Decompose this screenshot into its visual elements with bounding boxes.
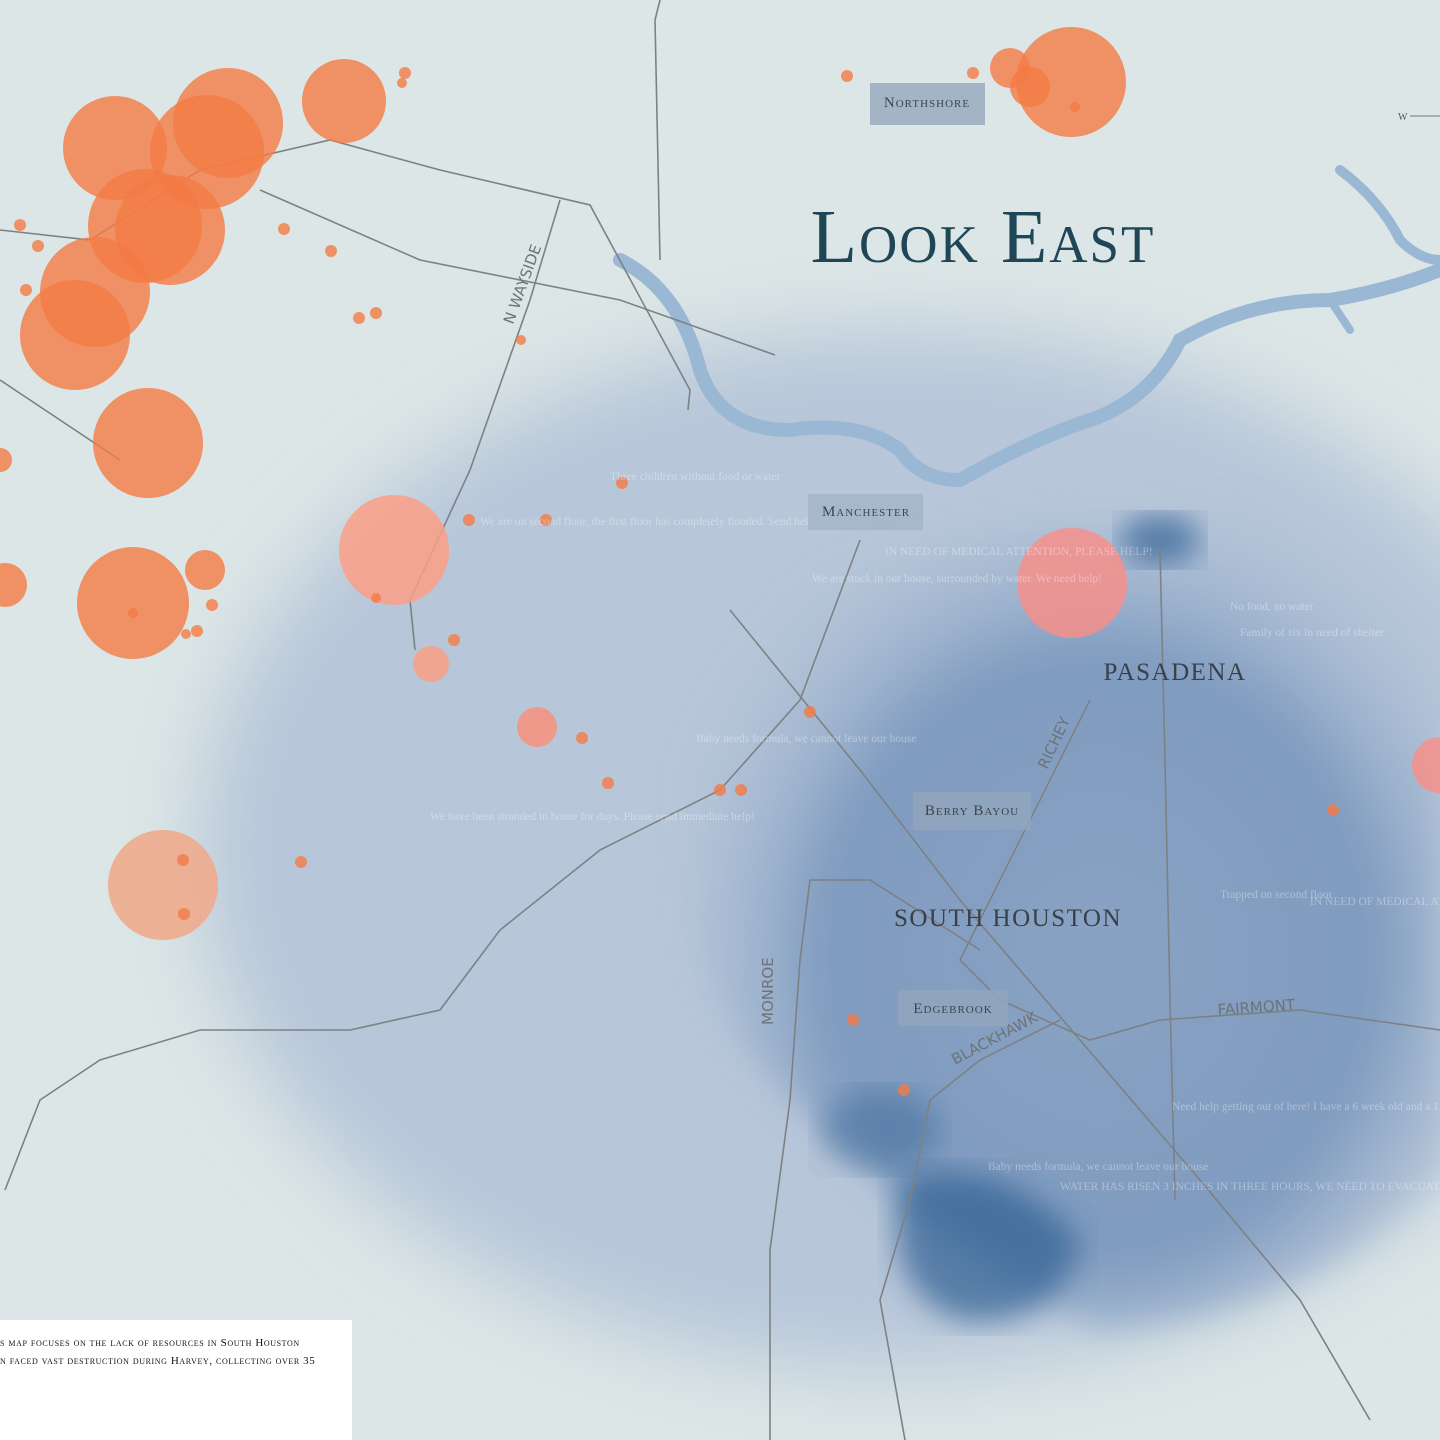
message: WATER HAS RISEN 3 INCHES IN THREE HOURS,… xyxy=(1060,1181,1440,1193)
title: Look East xyxy=(811,195,1156,279)
place-label: South Houston xyxy=(894,905,1122,932)
message: Trapped on second floor xyxy=(1220,889,1332,901)
message: Family of six in need of shelter xyxy=(1240,627,1384,639)
label-box xyxy=(870,83,985,125)
flood-watercolor xyxy=(200,330,1440,1370)
label-box xyxy=(808,494,923,530)
caption-box xyxy=(0,1320,352,1440)
message: We are stuck in our house, surrounded by… xyxy=(812,573,1102,585)
compass-label: W xyxy=(1398,112,1408,123)
caption-line: s map focuses on the lack of resources i… xyxy=(0,1337,300,1349)
messages: Three children without food or water We … xyxy=(430,471,1440,1193)
place-label: Edgebrook xyxy=(913,1001,992,1017)
place-label: Berry Bayou xyxy=(925,803,1019,819)
data-circles xyxy=(0,27,1440,1096)
place-label: Pasadena xyxy=(1103,659,1246,686)
place-label: Manchester xyxy=(822,504,910,520)
label-box xyxy=(913,792,1031,830)
message: We have been stranded in house for days.… xyxy=(430,811,755,823)
street-label: Fairmont xyxy=(1217,996,1296,1019)
message: Need help getting out of here! I have a … xyxy=(1172,1101,1440,1113)
street-label: Monroe xyxy=(759,957,777,1025)
message: We are on second floor, the first floor … xyxy=(480,516,849,528)
message: Baby needs formula, we cannot leave our … xyxy=(696,733,916,745)
message: Baby needs formula, we cannot leave our … xyxy=(988,1161,1208,1173)
river xyxy=(613,165,1440,488)
place-label: Northshore xyxy=(884,95,970,111)
message: Three children without food or water xyxy=(610,471,780,483)
place-labels: Northshore Manchester Pasadena Berry Bay… xyxy=(808,83,1246,1026)
message: IN NEED OF MEDICAL ATTENTION, PLEASE HEL… xyxy=(1310,896,1440,908)
message: IN NEED OF MEDICAL ATTENTION, PLEASE HEL… xyxy=(885,546,1153,558)
label-box xyxy=(898,990,1008,1026)
caption-line: n faced vast destruction during Harvey, … xyxy=(0,1355,315,1367)
message: No food, no water xyxy=(1230,601,1314,613)
